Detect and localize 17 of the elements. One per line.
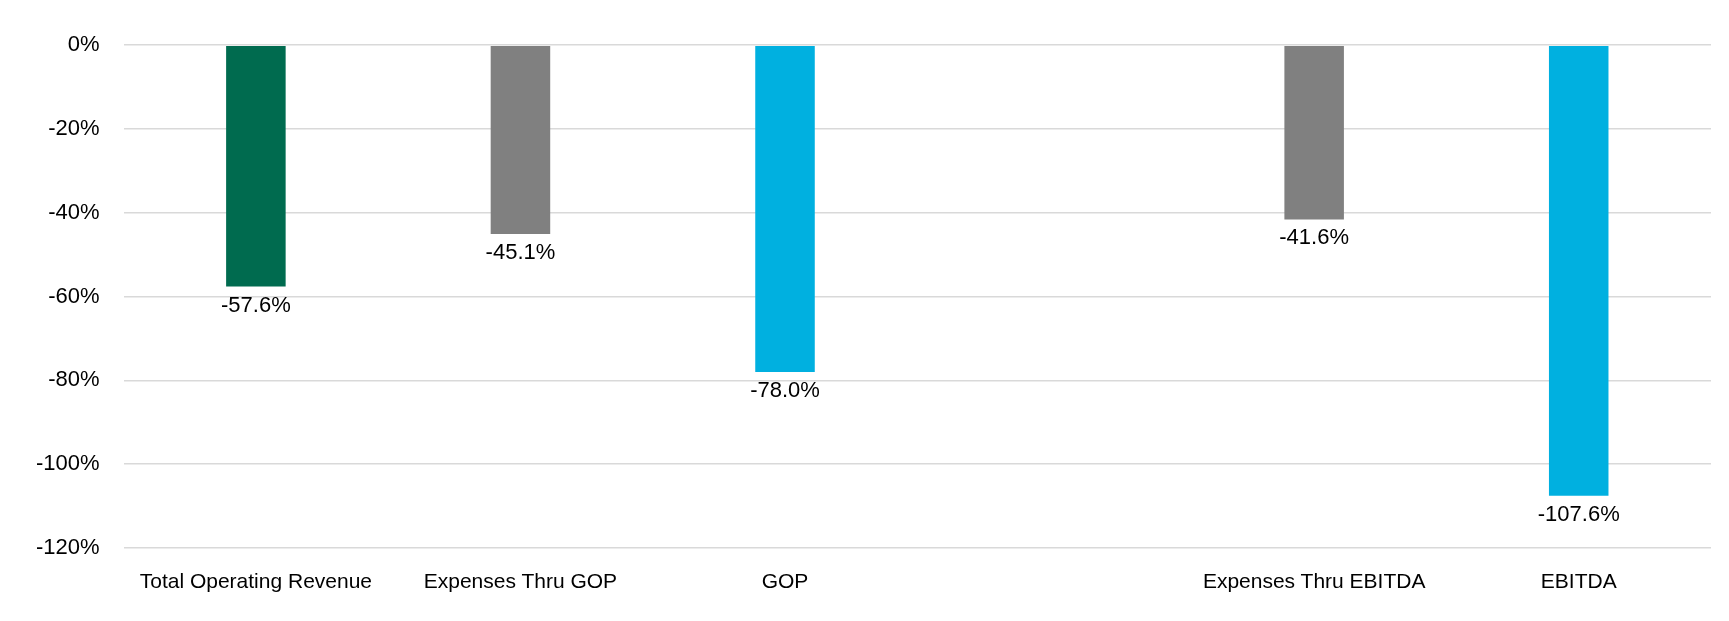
x-tick-label: Expenses Thru GOP <box>423 569 618 593</box>
y-tick-label: -80% <box>48 366 100 392</box>
y-tick-label: 0% <box>67 31 100 57</box>
data-label: -41.6% <box>1279 224 1350 250</box>
data-label: -45.1% <box>485 239 556 265</box>
y-tick-label: -20% <box>48 115 100 141</box>
data-label: -78.0% <box>750 376 820 402</box>
y-tick-label: -120% <box>36 533 100 559</box>
x-tick-label: Total Operating Revenue <box>139 569 373 593</box>
data-label: -57.6% <box>221 291 291 317</box>
y-tick-label: -40% <box>48 198 100 224</box>
x-tick-label: GOP <box>761 569 809 593</box>
y-tick-label: -100% <box>36 450 100 476</box>
y-tick-label: -60% <box>48 282 100 308</box>
x-tick-label: EBITDA <box>1540 569 1617 593</box>
data-label: -107.6% <box>1537 500 1620 526</box>
x-tick-label: Expenses Thru EBITDA <box>1202 569 1426 593</box>
